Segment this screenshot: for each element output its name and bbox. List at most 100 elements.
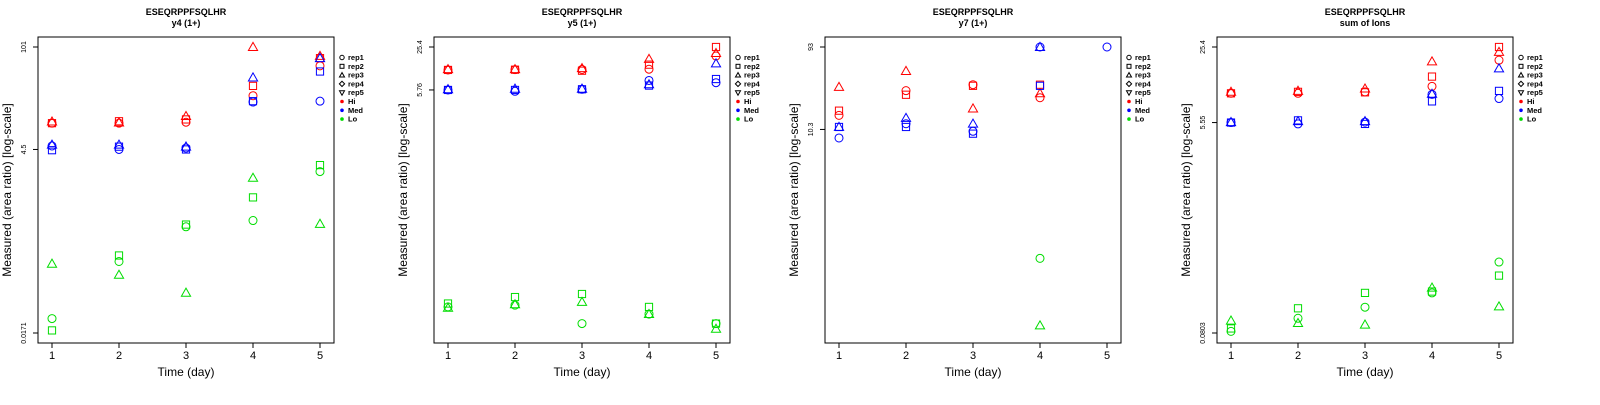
data-point	[1359, 319, 1371, 329]
data-point	[1427, 97, 1437, 106]
x-tick-label: 2	[1295, 350, 1301, 362]
chart-subtitle: y7 (1+)	[959, 18, 988, 28]
legend-symbol	[1517, 80, 1525, 88]
legend-label: Lo	[1135, 115, 1145, 124]
data-point	[1494, 86, 1504, 95]
data-point	[247, 71, 259, 82]
data-point	[509, 83, 521, 93]
legend-dot	[1127, 117, 1131, 121]
legend-label: rep1	[1527, 53, 1543, 62]
chart-panel-y4: ESEQRPPFSQLHR y4 (1+) 1 2 3 4 5 Time (day) 101 4.…	[0, 0, 400, 400]
legend-label: rep2	[1527, 62, 1543, 71]
data-point	[1292, 317, 1304, 328]
data-point	[1493, 62, 1505, 73]
data-point	[900, 65, 912, 75]
data-point	[510, 65, 520, 74]
legend-label: Med	[1527, 106, 1542, 115]
legend-label: rep2	[1135, 62, 1151, 71]
x-tick-label: 5	[713, 350, 719, 362]
data-point	[248, 216, 258, 226]
data-point	[315, 61, 325, 71]
data-point	[644, 75, 654, 85]
y-axis-label: Measured (area ratio) [log-scale]	[1179, 103, 1193, 276]
data-point	[1226, 324, 1236, 333]
data-point	[315, 160, 325, 170]
legend-label: rep1	[1135, 53, 1151, 62]
data-point	[1359, 82, 1371, 93]
data-point	[644, 302, 654, 312]
data-point	[46, 115, 58, 126]
data-point	[711, 74, 721, 84]
data-point	[442, 83, 454, 94]
data-point	[443, 299, 453, 308]
data-point	[1360, 288, 1370, 297]
x-tick-label: 1	[836, 350, 842, 362]
legend-dot	[1519, 99, 1523, 104]
data-point	[47, 141, 57, 151]
data-point	[1225, 116, 1237, 127]
data-point	[1102, 42, 1112, 52]
data-point	[509, 63, 521, 74]
data-point	[967, 118, 979, 128]
data-point	[644, 64, 654, 74]
data-point	[1225, 315, 1237, 325]
data-point	[1426, 282, 1438, 292]
data-point	[1034, 87, 1046, 98]
data-point	[248, 81, 258, 91]
chart-subtitle: y4 (1+)	[172, 18, 201, 28]
legend-symbol	[338, 80, 346, 88]
data-point	[901, 90, 911, 99]
y-tick-label: 4.5	[21, 144, 28, 154]
legend-symbol	[1125, 71, 1133, 78]
legend-symbol	[1517, 90, 1525, 97]
data-point	[180, 141, 192, 151]
data-point	[1035, 93, 1045, 103]
data-point	[315, 167, 325, 177]
y-tick-label: 101	[21, 41, 28, 53]
y-tick-label: 5.76	[417, 83, 424, 97]
data-point	[1494, 271, 1504, 280]
data-point	[1427, 89, 1437, 99]
data-point	[315, 67, 325, 76]
x-tick-label: 2	[116, 350, 122, 362]
x-tick-label: 1	[49, 350, 55, 362]
chart-title: ESEQRPPFSQLHR	[933, 7, 1014, 17]
x-tick-label: 1	[1228, 350, 1234, 362]
data-point	[577, 85, 587, 94]
data-point	[643, 308, 655, 319]
legend-label: rep3	[1135, 71, 1151, 80]
x-tick-label: 5	[317, 350, 323, 362]
data-point	[833, 81, 845, 91]
x-tick-label: 2	[512, 350, 518, 362]
x-tick-label: 4	[250, 350, 256, 362]
legend-symbol	[1126, 63, 1132, 69]
data-point	[248, 91, 258, 101]
data-point	[967, 102, 979, 113]
data-point	[1226, 88, 1236, 98]
legend-label: Lo	[744, 115, 754, 124]
legend-label: rep4	[744, 79, 761, 88]
y-tick-label: 0.0171	[21, 322, 28, 344]
legend-dot	[736, 117, 740, 121]
legend-label: rep3	[744, 71, 760, 80]
plot-frame	[37, 36, 335, 344]
legend-symbol	[1125, 80, 1133, 88]
chart-title: ESEQRPPFSQLHR	[146, 7, 227, 17]
legend-label: Med	[348, 106, 363, 115]
plot-frame	[824, 36, 1122, 344]
legend-label: rep3	[348, 71, 364, 80]
data-point	[577, 319, 587, 329]
legend-symbol	[1518, 63, 1524, 69]
x-tick-label: 4	[646, 350, 652, 362]
data-point	[710, 57, 722, 68]
legend-dot	[340, 99, 344, 104]
data-point	[113, 269, 125, 279]
data-point	[181, 143, 191, 153]
data-point	[968, 126, 978, 136]
data-point	[711, 42, 721, 52]
x-tick-label: 1	[445, 350, 451, 362]
legend-label: Lo	[348, 115, 358, 124]
legend-dot	[1519, 108, 1523, 113]
legend-label: rep5	[348, 88, 364, 97]
